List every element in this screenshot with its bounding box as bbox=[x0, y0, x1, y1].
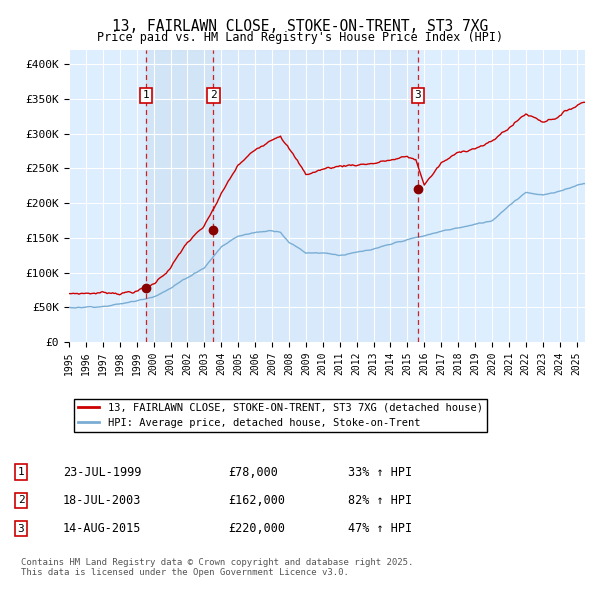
Text: 82% ↑ HPI: 82% ↑ HPI bbox=[348, 494, 412, 507]
Text: 2: 2 bbox=[17, 496, 25, 505]
Text: £162,000: £162,000 bbox=[228, 494, 285, 507]
Text: 3: 3 bbox=[17, 524, 25, 533]
Text: 1: 1 bbox=[17, 467, 25, 477]
Bar bbox=[146, 50, 214, 342]
Text: 33% ↑ HPI: 33% ↑ HPI bbox=[348, 466, 412, 478]
Text: £78,000: £78,000 bbox=[228, 466, 278, 478]
Text: 47% ↑ HPI: 47% ↑ HPI bbox=[348, 522, 412, 535]
Bar bbox=[214, 50, 418, 342]
Text: 3: 3 bbox=[415, 90, 421, 100]
Text: 13, FAIRLAWN CLOSE, STOKE-ON-TRENT, ST3 7XG: 13, FAIRLAWN CLOSE, STOKE-ON-TRENT, ST3 … bbox=[112, 19, 488, 34]
Text: 18-JUL-2003: 18-JUL-2003 bbox=[63, 494, 142, 507]
Text: Contains HM Land Registry data © Crown copyright and database right 2025.
This d: Contains HM Land Registry data © Crown c… bbox=[21, 558, 413, 577]
Text: 23-JUL-1999: 23-JUL-1999 bbox=[63, 466, 142, 478]
Text: 2: 2 bbox=[210, 90, 217, 100]
Text: £220,000: £220,000 bbox=[228, 522, 285, 535]
Text: Price paid vs. HM Land Registry's House Price Index (HPI): Price paid vs. HM Land Registry's House … bbox=[97, 31, 503, 44]
Text: 14-AUG-2015: 14-AUG-2015 bbox=[63, 522, 142, 535]
Text: 1: 1 bbox=[143, 90, 149, 100]
Legend: 13, FAIRLAWN CLOSE, STOKE-ON-TRENT, ST3 7XG (detached house), HPI: Average price: 13, FAIRLAWN CLOSE, STOKE-ON-TRENT, ST3 … bbox=[74, 398, 487, 432]
